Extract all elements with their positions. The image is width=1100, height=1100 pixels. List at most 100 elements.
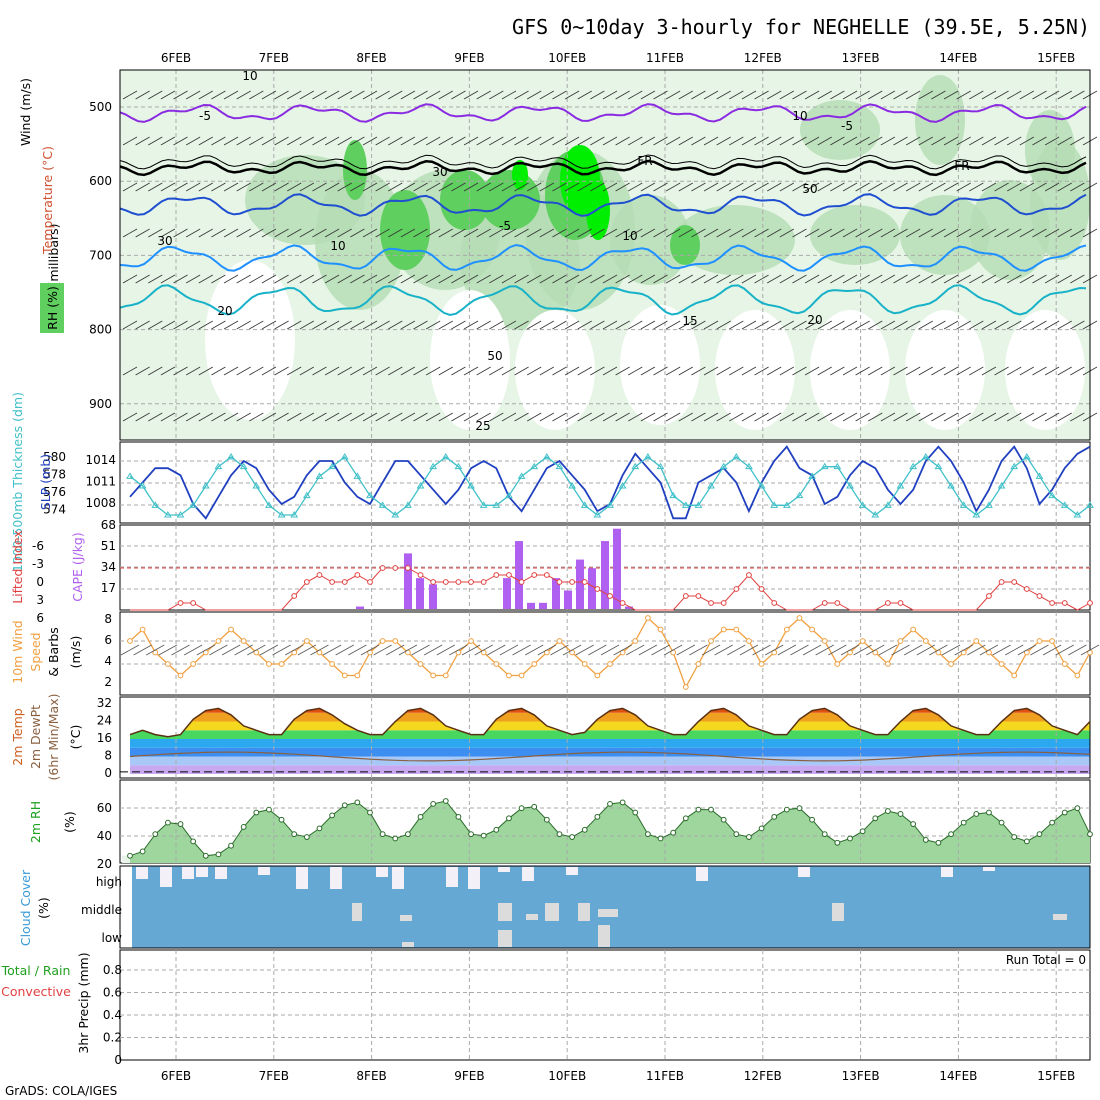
wind-barb [1032,90,1047,100]
thickness-point [568,482,576,489]
lifted-index-point [682,593,689,599]
rh-contour-mid [610,195,690,285]
wind-barb [198,274,213,284]
wind-barb [501,90,517,100]
cape-tick: 17 [101,581,116,595]
wind-barb [741,320,757,330]
wind-barb [527,320,542,330]
li-tick: 0 [36,575,44,589]
wind-barb [514,320,529,330]
day-label-bottom: 9FEB [454,1069,484,1083]
wind10-barb [461,644,481,656]
wind-barb [425,412,441,422]
wind-barb [476,136,491,146]
thickness-point [871,511,880,518]
wind-barb [577,182,592,192]
wind10-barb [487,644,506,656]
thickness-point [429,462,438,470]
contour-label: 10 [622,229,637,243]
lifted-index-point [897,600,904,606]
wind-barb [337,274,352,284]
wind-barb [981,366,997,376]
wind-barb [691,136,706,146]
rh2m-point [531,803,538,810]
wind-barb [981,90,997,100]
wind-barb [855,182,870,192]
rh2m-point [228,842,234,849]
cloud-middle-gap [498,903,512,921]
wind-barb [691,90,706,100]
wind-barb [1032,274,1047,284]
cape-bar [613,528,621,609]
wind-barb [1007,366,1022,376]
precip-tick: 0 [114,1053,122,1067]
wind-barb [425,90,441,100]
wind-barb [198,366,213,376]
thickness-point [391,511,400,518]
wind-barb [868,366,883,376]
cloud-high-gap [258,867,270,875]
wind-barb [615,90,630,100]
rh2m-point [733,831,740,838]
wind10-barb [752,644,771,656]
wind-barb [135,274,150,284]
wind-barb [350,228,365,238]
wind10-barb [689,644,708,656]
wind10-speed-point [581,661,588,667]
wind-barb [160,274,176,284]
wind-barb [1070,228,1085,238]
wind-barb [640,136,656,146]
wind-barb [362,412,378,422]
wind-barb [148,228,163,238]
wind-barb [653,274,668,284]
wind-barb [767,136,782,146]
wind10-unit: (m/s) [68,636,83,669]
wind10-label: 10m Wind [10,620,25,683]
rh2m-point [821,831,828,838]
wind-barb [905,412,921,422]
wind-barb [754,412,769,422]
wind-barb [173,366,188,376]
wind-barb [388,90,403,100]
wind-barb [956,320,971,330]
wind10-speed-point [442,672,449,679]
wind-barb [249,182,264,192]
wind-barb [703,182,719,192]
wind-barb [514,90,529,100]
wind10-barb [423,644,443,656]
wind-barb [337,136,352,146]
rh2m-point [872,815,879,822]
wind10-barb [512,644,531,656]
wind-barb [729,366,744,376]
wind-barb [703,90,719,100]
top-day-labels: 6FEB 7FEB 8FEB 9FEB 10FEB 11FEB 12FEB 13FEB 14FE… [161,51,1075,65]
wind10-speed-point [720,626,727,633]
dry-region [620,305,700,425]
wind-barb [665,90,681,100]
lifted-index-point [720,600,727,606]
wind-barb [527,274,542,284]
wind-barb [501,182,517,192]
wind-barb [931,320,946,330]
cloud-high-gap [330,867,342,889]
thickness-point [542,453,551,460]
rh2m-point [291,831,298,838]
wind-barb [514,136,529,146]
wind-barb [741,274,757,284]
wind10-speed-point [341,672,348,679]
wind-barb [754,320,769,330]
wind-barb [489,90,504,100]
cape-tick: 51 [101,539,116,553]
wind-barb [148,412,163,422]
wind-barb [413,136,428,146]
rh2m-point [215,851,222,858]
wind10-barb [979,644,999,656]
wind-barb [880,90,896,100]
wind-barb [956,366,971,376]
wind-barb [792,90,807,100]
precip-frame [119,949,1091,1061]
thickness-point [1035,472,1044,479]
wind-barb [324,90,340,100]
wind-barb [754,366,769,376]
rh2m-point [1087,831,1093,838]
